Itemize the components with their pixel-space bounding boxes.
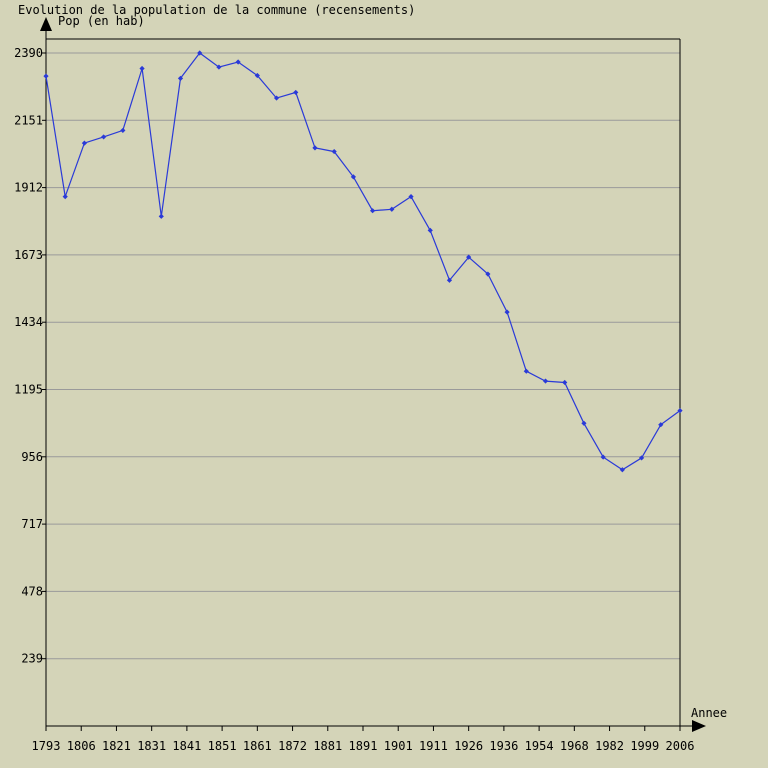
- data-point: [312, 145, 318, 151]
- x-tick-labels: 1793 1806 1821 1831 1841 1851 1861 1872 1881 1891…: [32, 739, 695, 753]
- data-point: [216, 64, 222, 70]
- y-tick-label: 239: [21, 652, 43, 666]
- chart-title: Evolution de la population de la commune…: [18, 3, 415, 17]
- data-point: [600, 454, 606, 460]
- data-point: [62, 194, 68, 200]
- data-point: [235, 59, 241, 65]
- x-tick-label: 1821: [102, 739, 131, 753]
- data-point: [158, 213, 164, 219]
- data-point: [331, 148, 337, 155]
- y-tick-label: 1434: [14, 315, 43, 329]
- data-point: [427, 227, 433, 234]
- x-tick-label: 1841: [172, 739, 201, 753]
- data-point: [273, 95, 280, 101]
- series-line: [45, 52, 681, 471]
- x-axis-arrow-icon: [692, 720, 706, 732]
- data-point: [293, 89, 299, 96]
- data-point: [177, 75, 184, 81]
- x-tick-label: 1891: [349, 739, 378, 753]
- y-tick-label: 717: [21, 517, 43, 531]
- x-tick-label: 1872: [278, 739, 307, 753]
- x-tick-label: 1901: [384, 739, 413, 753]
- y-tick-labels: 239 478 717 956 1195 1434 1673 1912 2151 2390: [14, 46, 43, 666]
- x-tick-label: 1831: [137, 739, 166, 753]
- x-tick-label: 1982: [595, 739, 624, 753]
- axes: [40, 17, 706, 732]
- data-point: [389, 206, 395, 212]
- y-tick-label: 1673: [14, 248, 43, 262]
- x-tick-label: 1936: [489, 739, 518, 753]
- y-tick-label: 2151: [14, 113, 43, 127]
- data-point: [81, 140, 88, 146]
- x-tick-label: 1954: [525, 739, 554, 753]
- x-tick-label: 1999: [630, 739, 659, 753]
- data-point: [370, 208, 376, 214]
- y-tick-label: 956: [21, 450, 43, 464]
- data-point: [466, 254, 472, 260]
- data-point: [523, 368, 529, 374]
- data-point: [581, 420, 587, 426]
- x-tick-label: 1968: [560, 739, 589, 753]
- x-axis-label: Annee: [691, 706, 727, 720]
- data-point: [43, 73, 49, 79]
- y-tick-label: 478: [21, 584, 43, 598]
- data-point: [542, 378, 549, 384]
- data-point: [254, 72, 260, 79]
- y-axis-arrow-icon: [40, 17, 52, 31]
- data-point: [638, 455, 645, 461]
- data-point: [562, 379, 568, 386]
- x-tick-label: 1911: [419, 739, 448, 753]
- data-point: [504, 309, 510, 315]
- y-tick-label: 1912: [14, 181, 43, 195]
- x-tick-label: 1861: [243, 739, 272, 753]
- data-point: [350, 174, 356, 180]
- data-point: [120, 127, 126, 134]
- y-tick-label: 2390: [14, 46, 43, 60]
- data-point: [658, 422, 664, 428]
- data-point: [101, 134, 107, 140]
- x-tick-label: 1881: [313, 739, 342, 753]
- data-point: [619, 467, 625, 473]
- x-tick-label: 1926: [454, 739, 483, 753]
- y-tick-label: 1195: [14, 383, 43, 397]
- grid-lines: [46, 52, 680, 660]
- data-point: [446, 277, 453, 283]
- y-axis-label: Pop (en hab): [58, 14, 145, 28]
- data-point: [139, 65, 145, 72]
- x-tick-label: 2006: [666, 739, 695, 753]
- data-point: [677, 408, 683, 414]
- data-point: [485, 271, 491, 277]
- x-tick-label: 1851: [208, 739, 237, 753]
- x-tick-label: 1793: [32, 739, 61, 753]
- data-point: [197, 50, 203, 56]
- data-point: [408, 194, 414, 200]
- x-tick-label: 1806: [67, 739, 96, 753]
- population-series: [43, 50, 683, 473]
